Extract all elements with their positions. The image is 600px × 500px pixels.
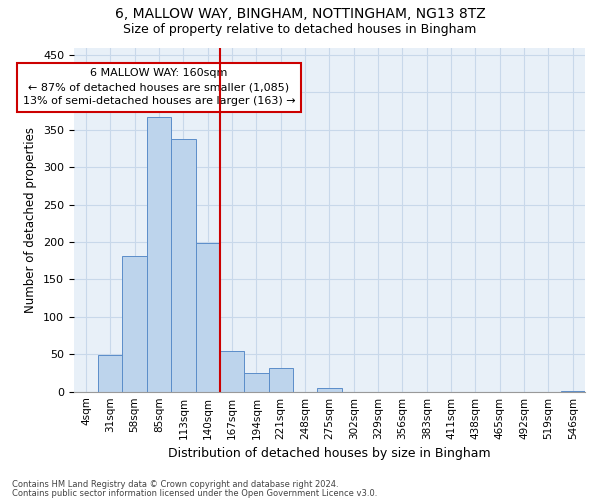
Bar (196, 243, 220, 392)
Bar (269, 368, 293, 392)
Bar (317, 388, 341, 392)
Text: Contains public sector information licensed under the Open Government Licence v3: Contains public sector information licen… (12, 488, 377, 498)
Text: 6, MALLOW WAY, BINGHAM, NOTTINGHAM, NG13 8TZ: 6, MALLOW WAY, BINGHAM, NOTTINGHAM, NG13… (115, 8, 485, 22)
Bar (98, 355, 122, 392)
Text: 6 MALLOW WAY: 160sqm
← 87% of detached houses are smaller (1,085)
13% of semi-de: 6 MALLOW WAY: 160sqm ← 87% of detached h… (23, 68, 295, 106)
Bar (122, 256, 147, 392)
Bar (244, 373, 269, 392)
Text: Contains HM Land Registry data © Crown copyright and database right 2024.: Contains HM Land Registry data © Crown c… (12, 480, 338, 489)
Bar (147, 117, 171, 392)
Bar (220, 352, 244, 392)
Y-axis label: Number of detached properties: Number of detached properties (25, 126, 37, 312)
Text: Size of property relative to detached houses in Bingham: Size of property relative to detached ho… (124, 22, 476, 36)
Bar (171, 139, 196, 392)
X-axis label: Distribution of detached houses by size in Bingham: Distribution of detached houses by size … (168, 447, 491, 460)
Bar (560, 391, 585, 392)
